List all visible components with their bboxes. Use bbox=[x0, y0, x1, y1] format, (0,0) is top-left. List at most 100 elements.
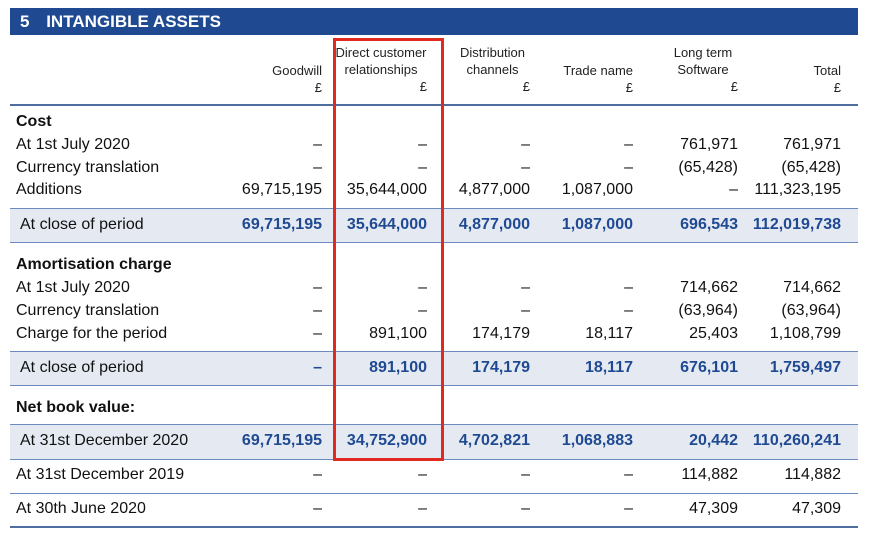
cell-distribution-channels: – bbox=[521, 466, 530, 483]
cell-total: 47,309 bbox=[792, 500, 841, 517]
cell-goodwill: 69,715,195 bbox=[241, 432, 322, 449]
column-header-direct-customer-relationships: Direct customer relationships £ bbox=[335, 44, 427, 95]
cell-direct-customer-relationships: 35,644,000 bbox=[346, 216, 427, 233]
cell-distribution-channels: – bbox=[521, 302, 530, 319]
cell-distribution-channels: – bbox=[521, 500, 530, 517]
section-heading-amortisation: Amortisation charge bbox=[16, 256, 172, 273]
column-header-total: Total £ bbox=[781, 62, 841, 96]
cell-long-term-software: 25,403 bbox=[689, 325, 738, 342]
cell-trade-name: – bbox=[624, 466, 633, 483]
cell-total: 1,108,799 bbox=[769, 325, 841, 342]
cell-total: (65,428) bbox=[781, 159, 841, 176]
row-label: At close of period bbox=[20, 359, 144, 376]
cell-goodwill: – bbox=[313, 159, 322, 176]
cell-distribution-channels: – bbox=[521, 159, 530, 176]
cell-goodwill: – bbox=[313, 325, 322, 342]
cell-goodwill: 69,715,195 bbox=[241, 216, 322, 233]
column-header-trade-name: Trade name £ bbox=[553, 62, 633, 96]
row-divider bbox=[10, 242, 858, 243]
column-header-label: Total bbox=[813, 63, 841, 78]
cell-direct-customer-relationships: 891,100 bbox=[369, 325, 427, 342]
column-header-label: Goodwill bbox=[272, 63, 322, 78]
section-title: INTANGIBLE ASSETS bbox=[46, 12, 221, 31]
section-heading-cost: Cost bbox=[16, 113, 52, 130]
table-bottom-rule bbox=[10, 526, 858, 528]
cell-trade-name: – bbox=[624, 302, 633, 319]
column-header-unit: £ bbox=[625, 80, 633, 95]
cell-total: (63,964) bbox=[781, 302, 841, 319]
section-title-bar: 5 INTANGIBLE ASSETS bbox=[10, 8, 858, 35]
cell-direct-customer-relationships: 891,100 bbox=[369, 359, 427, 376]
column-header-unit: £ bbox=[833, 80, 841, 95]
column-header-label: Trade name bbox=[563, 63, 633, 78]
cell-long-term-software: (63,964) bbox=[678, 302, 738, 319]
row-label: At 1st July 2020 bbox=[16, 279, 130, 296]
row-divider bbox=[10, 385, 858, 386]
cell-distribution-channels: – bbox=[521, 136, 530, 153]
column-header-label-line2: relationships bbox=[344, 62, 418, 77]
cell-long-term-software: 676,101 bbox=[680, 359, 738, 376]
section-number: 5 bbox=[20, 12, 30, 31]
cell-trade-name: 1,087,000 bbox=[561, 216, 633, 233]
cell-goodwill: – bbox=[313, 136, 322, 153]
cost-total-row-background bbox=[10, 208, 858, 242]
column-header-goodwill: Goodwill £ bbox=[250, 62, 322, 96]
cell-trade-name: – bbox=[624, 159, 633, 176]
cell-total: 714,662 bbox=[783, 279, 841, 296]
cell-long-term-software: 47,309 bbox=[689, 500, 738, 517]
cell-direct-customer-relationships: – bbox=[418, 466, 427, 483]
cell-direct-customer-relationships: – bbox=[418, 302, 427, 319]
row-label: At 1st July 2020 bbox=[16, 136, 130, 153]
column-header-unit: £ bbox=[419, 79, 427, 94]
column-header-label-line2: Software bbox=[677, 62, 729, 77]
cell-distribution-channels: 4,877,000 bbox=[458, 181, 530, 198]
cell-long-term-software: 696,543 bbox=[680, 216, 738, 233]
cell-goodwill: 69,715,195 bbox=[241, 181, 322, 198]
cell-direct-customer-relationships: – bbox=[418, 159, 427, 176]
section-heading-net-book-value: Net book value: bbox=[16, 399, 136, 416]
cell-total: 114,882 bbox=[784, 466, 841, 483]
column-header-long-term-software: Long term Software £ bbox=[668, 44, 738, 95]
cell-distribution-channels: – bbox=[521, 279, 530, 296]
cell-trade-name: 1,087,000 bbox=[561, 181, 633, 198]
cell-goodwill: – bbox=[313, 279, 322, 296]
column-header-distribution-channels: Distribution channels £ bbox=[455, 44, 530, 95]
column-header-unit: £ bbox=[314, 80, 322, 95]
cell-direct-customer-relationships: 34,752,900 bbox=[346, 432, 427, 449]
column-header-label-line1: Direct customer bbox=[335, 45, 427, 60]
row-divider bbox=[10, 208, 858, 209]
header-divider bbox=[10, 104, 858, 106]
cell-trade-name: – bbox=[624, 136, 633, 153]
column-header-unit: £ bbox=[730, 79, 738, 94]
row-label: Currency translation bbox=[16, 159, 160, 176]
cell-long-term-software: 114,882 bbox=[681, 466, 738, 483]
cell-long-term-software: – bbox=[729, 181, 738, 198]
cell-direct-customer-relationships: 35,644,000 bbox=[346, 181, 427, 198]
cell-trade-name: 18,117 bbox=[585, 325, 633, 342]
cell-long-term-software: (65,428) bbox=[678, 159, 738, 176]
nbv-2020-row-background bbox=[10, 424, 858, 459]
column-highlight-box bbox=[333, 38, 444, 461]
cell-goodwill: – bbox=[313, 500, 322, 517]
row-label: Charge for the period bbox=[16, 325, 168, 342]
amortisation-total-row-background bbox=[10, 351, 858, 385]
cell-total: 1,759,497 bbox=[769, 359, 841, 376]
row-label: Currency translation bbox=[16, 302, 160, 319]
cell-total: 761,971 bbox=[783, 136, 841, 153]
row-divider bbox=[10, 459, 858, 460]
column-header-label-line1: Distribution bbox=[459, 45, 526, 60]
cell-goodwill: – bbox=[313, 359, 322, 376]
row-label: At 31st December 2019 bbox=[16, 466, 185, 483]
column-header-unit: £ bbox=[522, 79, 530, 94]
cell-long-term-software: 714,662 bbox=[680, 279, 738, 296]
row-label: At 30th June 2020 bbox=[16, 500, 146, 517]
column-header-label-line2: channels bbox=[466, 62, 519, 77]
row-label: Additions bbox=[16, 181, 82, 198]
cell-direct-customer-relationships: – bbox=[418, 500, 427, 517]
cell-distribution-channels: 4,877,000 bbox=[458, 216, 530, 233]
cell-distribution-channels: 174,179 bbox=[472, 325, 530, 342]
cell-goodwill: – bbox=[313, 302, 322, 319]
row-divider bbox=[10, 351, 858, 352]
column-header-label-line1: Long term bbox=[673, 45, 733, 60]
cell-trade-name: – bbox=[624, 500, 633, 517]
